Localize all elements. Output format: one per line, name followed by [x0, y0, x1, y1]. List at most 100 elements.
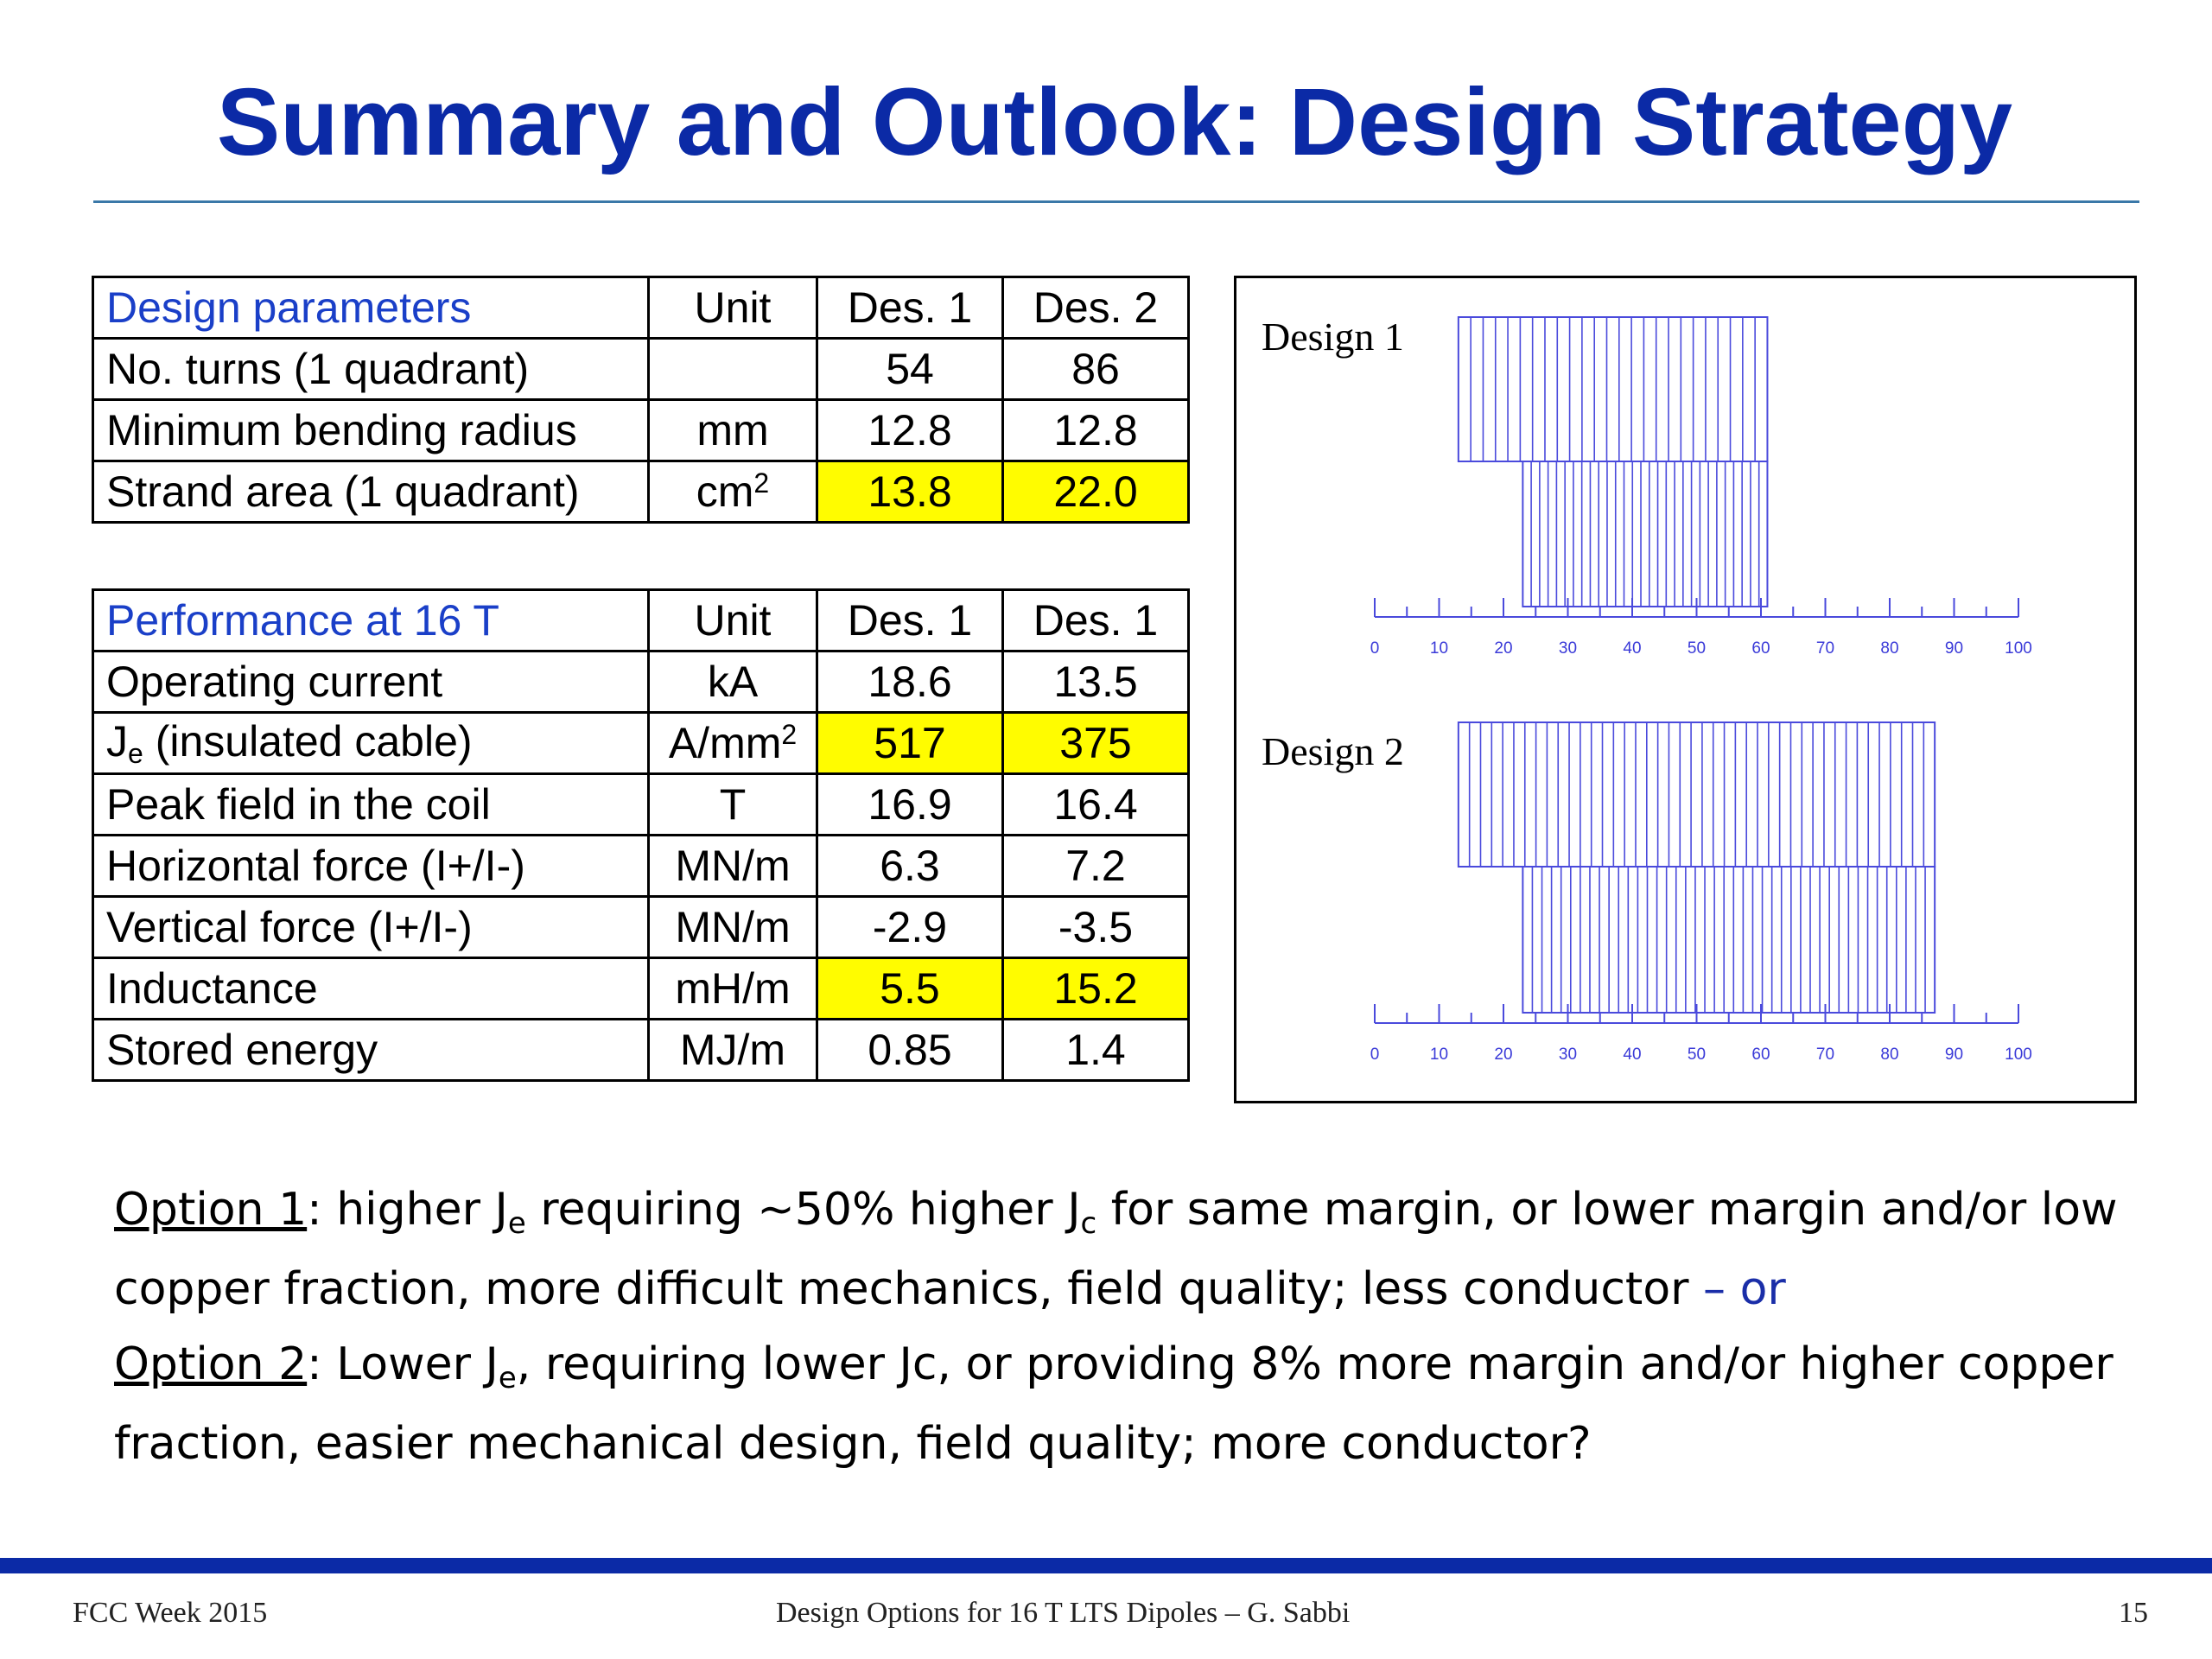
row-unit: cm2 — [647, 460, 818, 524]
design-1-tick-label: 50 — [1688, 639, 1706, 658]
footer-page-number: 15 — [2119, 1597, 2148, 1629]
header-des1: Des. 1 — [816, 588, 1004, 652]
design-2-tick-label: 90 — [1945, 1046, 1963, 1064]
design-2-tick-label: 10 — [1430, 1046, 1448, 1064]
row-des2: 86 — [1001, 337, 1190, 401]
row-des1: 54 — [816, 337, 1004, 401]
header-unit: Unit — [647, 588, 818, 652]
option-1-text-a: : higher J — [307, 1184, 508, 1236]
design-1-tick-label: 100 — [2005, 639, 2032, 658]
table-row: Strand area (1 quadrant) cm2 13.8 22.0 — [92, 460, 1190, 524]
footer-talk-title: Design Options for 16 T LTS Dipoles – G.… — [776, 1597, 1351, 1629]
row-des2-highlighted: 375 — [1001, 711, 1190, 775]
title-divider — [93, 200, 2139, 203]
table-row: Stored energy MJ/m 0.85 1.4 — [92, 1018, 1190, 1082]
design-1-tick-label: 10 — [1430, 639, 1448, 658]
design-2-tick-label: 80 — [1880, 1046, 1898, 1064]
row-unit: mm — [647, 398, 818, 462]
design-2-tick-label: 70 — [1816, 1046, 1834, 1064]
name-rest: (insulated cable) — [143, 717, 473, 766]
row-des1-highlighted: 5.5 — [816, 957, 1004, 1020]
option-1-label: Option 1 — [114, 1184, 308, 1236]
coil-layout-figure: Design 1 Design 2 0 10 20 30 40 50 60 70 80 90 100… — [1234, 276, 2137, 1103]
row-name: Operating current — [92, 650, 650, 714]
unit-text: cm — [696, 467, 754, 516]
row-des2: -3.5 — [1001, 895, 1190, 959]
option-2-sub-e: e — [498, 1361, 517, 1395]
design-2-tick-label: 100 — [2005, 1046, 2032, 1064]
row-name: Peak field in the coil — [92, 772, 650, 836]
footer-bar — [0, 1558, 2212, 1573]
design-parameters-table: Design parameters Unit Des. 1 Des. 2 No.… — [92, 276, 1190, 524]
header-design-parameters: Design parameters — [92, 276, 650, 340]
table-row: Operating current kA 18.6 13.5 — [92, 650, 1190, 714]
slide-title: Summary and Outlook: Design Strategy — [216, 69, 2013, 175]
unit-text: A/mm — [668, 719, 782, 767]
name-subscript: e — [128, 738, 143, 769]
row-unit: MJ/m — [647, 1018, 818, 1082]
design-2-tick-label: 40 — [1623, 1046, 1641, 1064]
table-row: Je (insulated cable) A/mm2 517 375 — [92, 711, 1190, 775]
design-1-tick-label: 60 — [1751, 639, 1770, 658]
design-1-lower-block-outline — [1522, 461, 1769, 607]
table-row: Inductance mH/m 5.5 15.2 — [92, 957, 1190, 1020]
option-2-text-a: : Lower J — [307, 1338, 499, 1390]
row-name: Inductance — [92, 957, 650, 1020]
row-unit: MN/m — [647, 895, 818, 959]
header-performance: Performance at 16 T — [92, 588, 650, 652]
table-row: Peak field in the coil T 16.9 16.4 — [92, 772, 1190, 836]
design-1-tick-label: 30 — [1559, 639, 1577, 658]
design-1-tick-label: 90 — [1945, 639, 1963, 658]
header-des2: Des. 2 — [1001, 276, 1190, 340]
row-des1-highlighted: 517 — [816, 711, 1004, 775]
design-1-tick-label: 20 — [1494, 639, 1512, 658]
row-name: Stored energy — [92, 1018, 650, 1082]
table-header-row: Design parameters Unit Des. 1 Des. 2 — [92, 276, 1190, 340]
row-des1: 12.8 — [816, 398, 1004, 462]
row-unit: A/mm2 — [647, 711, 818, 775]
row-unit: kA — [647, 650, 818, 714]
row-des1: 6.3 — [816, 834, 1004, 898]
header-unit: Unit — [647, 276, 818, 340]
row-des2: 7.2 — [1001, 834, 1190, 898]
design-2-label: Design 2 — [1262, 729, 1404, 773]
design-2-upper-block-outline — [1457, 721, 1936, 868]
design-1-tick-label: 0 — [1370, 639, 1380, 658]
row-des1: -2.9 — [816, 895, 1004, 959]
option-1-or: – or — [1703, 1263, 1786, 1315]
row-des2: 1.4 — [1001, 1018, 1190, 1082]
row-name: Minimum bending radius — [92, 398, 650, 462]
header-des1: Des. 1 — [816, 276, 1004, 340]
design-2-tick-label: 20 — [1494, 1046, 1512, 1064]
option-1-sub-e: e — [507, 1206, 526, 1241]
design-2-tick-label: 30 — [1559, 1046, 1577, 1064]
option-2-paragraph: Option 2: Lower Je, requiring lower Jc, … — [114, 1332, 2188, 1477]
row-name: Vertical force (I+/I-) — [92, 895, 650, 959]
table-row: No. turns (1 quadrant) 54 86 — [92, 337, 1190, 401]
footer-event: FCC Week 2015 — [73, 1597, 268, 1629]
row-unit: mH/m — [647, 957, 818, 1020]
option-1-sub-c: c — [1080, 1206, 1097, 1241]
option-1-text-c: for same margin, or lower margin and/or … — [114, 1184, 2118, 1315]
row-unit: MN/m — [647, 834, 818, 898]
design-1-tick-label: 80 — [1880, 639, 1898, 658]
design-1-tick-label: 40 — [1623, 639, 1641, 658]
table-header-row: Performance at 16 T Unit Des. 1 Des. 1 — [92, 588, 1190, 652]
table-row: Horizontal force (I+/I-) MN/m 6.3 7.2 — [92, 834, 1190, 898]
row-des2: 16.4 — [1001, 772, 1190, 836]
table-row: Minimum bending radius mm 12.8 12.8 — [92, 398, 1190, 462]
design-2-tick-label: 0 — [1370, 1046, 1380, 1064]
table-row: Vertical force (I+/I-) MN/m -2.9 -3.5 — [92, 895, 1190, 959]
row-name: No. turns (1 quadrant) — [92, 337, 650, 401]
row-name: Horizontal force (I+/I-) — [92, 834, 650, 898]
option-1-text-b: requiring ~50% higher J — [525, 1184, 1081, 1236]
name-main: J — [106, 717, 128, 766]
design-1-upper-block-outline — [1457, 316, 1769, 462]
option-1-paragraph: Option 1: higher Je requiring ~50% highe… — [114, 1177, 2188, 1322]
row-des1: 0.85 — [816, 1018, 1004, 1082]
row-unit: T — [647, 772, 818, 836]
design-2-tick-label: 60 — [1751, 1046, 1770, 1064]
row-des1-highlighted: 13.8 — [816, 460, 1004, 524]
row-des2: 12.8 — [1001, 398, 1190, 462]
row-des2-highlighted: 15.2 — [1001, 957, 1190, 1020]
